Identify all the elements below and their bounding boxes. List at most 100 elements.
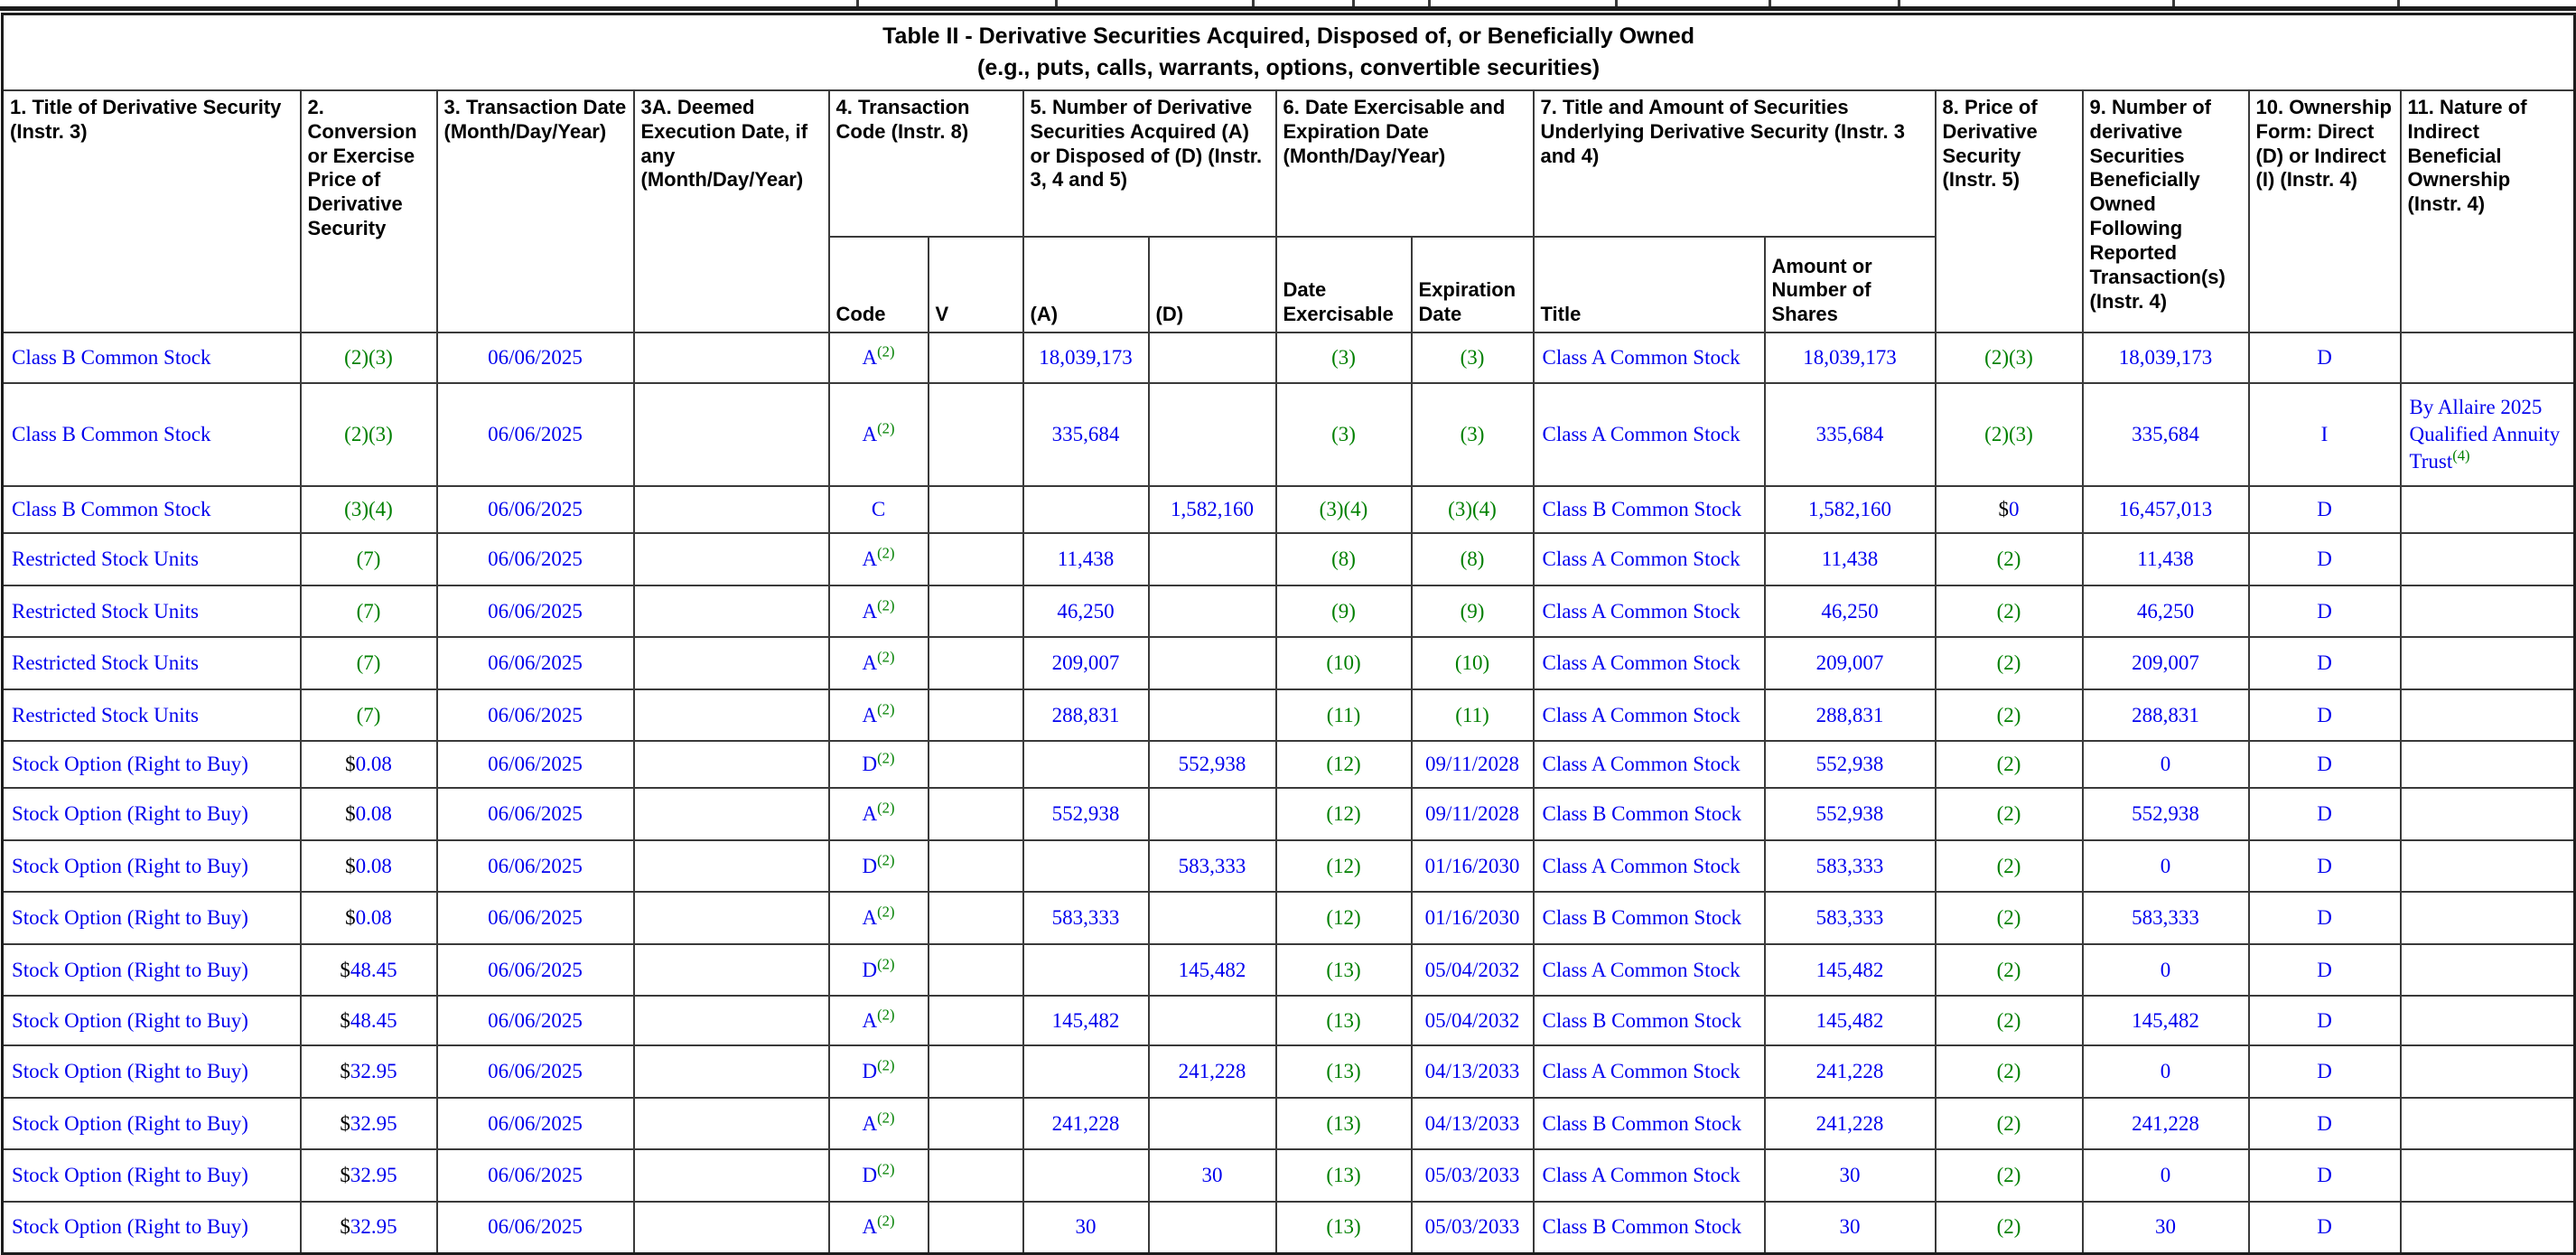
- footnote-ref: (2): [1996, 1111, 2021, 1135]
- cell-amount-acquired: 335,684: [1022, 382, 1150, 487]
- cell-transaction-date: 06/06/2025: [435, 485, 635, 534]
- cell-expiration-date: 09/11/2028: [1410, 787, 1535, 841]
- cell-value: Restricted Stock Units: [12, 599, 199, 623]
- cell-amount-disposed: 145,482: [1147, 943, 1277, 997]
- cell-value: A: [862, 906, 878, 930]
- cell-value: Stock Option (Right to Buy): [12, 854, 248, 877]
- cell-transaction-date: 06/06/2025: [435, 636, 635, 690]
- cell-conversion-exercise-price: $0.08: [299, 787, 438, 841]
- cell-derivative-price: (2)(3): [1934, 382, 2084, 487]
- cell-derivative-price: (2): [1934, 787, 2084, 841]
- footnote-ref: (2): [877, 699, 895, 717]
- cell-value: Class B Common Stock: [1542, 498, 1741, 521]
- cell-transaction-code: A(2): [827, 585, 929, 638]
- cell-value: Stock Option (Right to Buy): [12, 1215, 248, 1239]
- table-title: Table II - Derivative Securities Acquire…: [1, 13, 2576, 91]
- cell-value: 06/06/2025: [488, 1215, 583, 1239]
- cell-amount-acquired: 145,482: [1022, 995, 1150, 1046]
- cell-value: 06/06/2025: [488, 423, 583, 446]
- cell-value: D: [2317, 906, 2332, 930]
- cell-transaction-date: 06/06/2025: [435, 943, 635, 997]
- cell-transaction-date: 06/06/2025: [435, 995, 635, 1046]
- cell-transaction-date: 06/06/2025: [435, 332, 635, 384]
- currency-symbol: $: [340, 1008, 350, 1032]
- cell-value: 48.45: [350, 958, 397, 981]
- cell-value: Stock Option (Right to Buy): [12, 802, 248, 826]
- cell-underlying-title: Class B Common Stock: [1532, 485, 1766, 534]
- cell-value: 30: [2155, 1215, 2176, 1239]
- cell-value: 32.95: [350, 1215, 397, 1239]
- cell-code-v: [927, 636, 1024, 690]
- footnote-ref: (2): [1996, 1215, 2021, 1239]
- cell-indirect-nature: [2399, 995, 2576, 1046]
- cell-deemed-execution-date: [632, 532, 830, 586]
- cell-value: Restricted Stock Units: [12, 651, 199, 675]
- cell-value: 32.95: [350, 1111, 397, 1135]
- cell-expiration-date: (3): [1410, 382, 1535, 487]
- cell-amount-disposed: [1147, 787, 1277, 841]
- cell-code-v: [927, 1148, 1024, 1203]
- cell-value: D: [2317, 1008, 2332, 1032]
- table-row: Stock Option (Right to Buy) $48.45 06/06/2…: [1, 943, 2576, 997]
- cell-value: 05/03/2033: [1424, 1164, 1520, 1187]
- cell-owned-following: 0: [2081, 943, 2250, 997]
- table-row: Stock Option (Right to Buy) $48.45 06/06/2…: [1, 995, 2576, 1046]
- cell-value: D: [2317, 802, 2332, 826]
- cell-value: 05/04/2032: [1424, 1008, 1520, 1032]
- cell-underlying-amount: 145,482: [1763, 995, 1937, 1046]
- cell-code-v: [927, 585, 1024, 638]
- cell-value: 09/11/2028: [1425, 802, 1519, 826]
- cell-expiration-date: 09/11/2028: [1410, 740, 1535, 789]
- cell-amount-disposed: [1147, 1097, 1277, 1150]
- cell-derivative-price: (2): [1934, 839, 2084, 893]
- cell-conversion-exercise-price: $48.45: [299, 943, 438, 997]
- cell-code-v: [927, 943, 1024, 997]
- cell-derivative-price: (2): [1934, 943, 2084, 997]
- cell-value: A: [862, 423, 878, 446]
- cell-owned-following: 209,007: [2081, 636, 2250, 690]
- cell-value: 0.08: [355, 753, 392, 776]
- cell-value: 46,250: [1057, 599, 1115, 623]
- footnote-ref: (12): [1326, 753, 1361, 776]
- cell-value: D: [2317, 753, 2332, 776]
- cell-value: Class A Common Stock: [1542, 423, 1741, 446]
- footnote-ref: (2)(3): [344, 423, 393, 446]
- cell-amount-disposed: [1147, 532, 1277, 586]
- cell-value: I: [2320, 423, 2329, 446]
- cell-value: 145,482: [1051, 1008, 1120, 1032]
- currency-symbol: $: [340, 1111, 350, 1135]
- cell-indirect-nature: [2399, 1097, 2576, 1150]
- footnote-ref: (2): [877, 595, 895, 613]
- cell-value: 552,938: [1815, 802, 1884, 826]
- cell-underlying-title: Class A Common Stock: [1532, 532, 1766, 586]
- cell-ownership-form: D: [2247, 332, 2402, 384]
- cell-value: 04/13/2033: [1424, 1111, 1520, 1135]
- cell-derivative-price: (2): [1934, 740, 2084, 789]
- cell-owned-following: 18,039,173: [2081, 332, 2250, 384]
- cell-underlying-amount: 552,938: [1763, 787, 1937, 841]
- cell-transaction-date: 06/06/2025: [435, 1044, 635, 1099]
- cell-amount-disposed: 583,333: [1147, 839, 1277, 893]
- cell-owned-following: 0: [2081, 839, 2250, 893]
- cell-ownership-form: D: [2247, 943, 2402, 997]
- currency-symbol: $: [340, 1215, 350, 1239]
- cell-conversion-exercise-price: $32.95: [299, 1148, 438, 1203]
- cell-owned-following: 335,684: [2081, 382, 2250, 487]
- cell-conversion-exercise-price: $0.08: [299, 839, 438, 893]
- cell-code-v: [927, 1097, 1024, 1150]
- cell-derivative-title: Class B Common Stock: [1, 382, 302, 487]
- cell-conversion-exercise-price: (3)(4): [299, 485, 438, 534]
- cell-underlying-amount: 288,831: [1763, 688, 1937, 742]
- table-above-column-border: [1898, 0, 1900, 6]
- cell-amount-disposed: 30: [1147, 1148, 1277, 1203]
- cell-value: 145,482: [2132, 1008, 2199, 1032]
- cell-deemed-execution-date: [632, 995, 830, 1046]
- cell-underlying-amount: 30: [1763, 1201, 1937, 1254]
- cell-value: Class A Common Stock: [1542, 599, 1741, 623]
- cell-value: 0: [2160, 753, 2171, 776]
- footnote-ref: (3)(4): [1448, 498, 1497, 521]
- cell-value: 209,007: [2132, 651, 2199, 675]
- cell-deemed-execution-date: [632, 1201, 830, 1254]
- cell-code-v: [927, 740, 1024, 789]
- cell-value: D: [2317, 854, 2332, 877]
